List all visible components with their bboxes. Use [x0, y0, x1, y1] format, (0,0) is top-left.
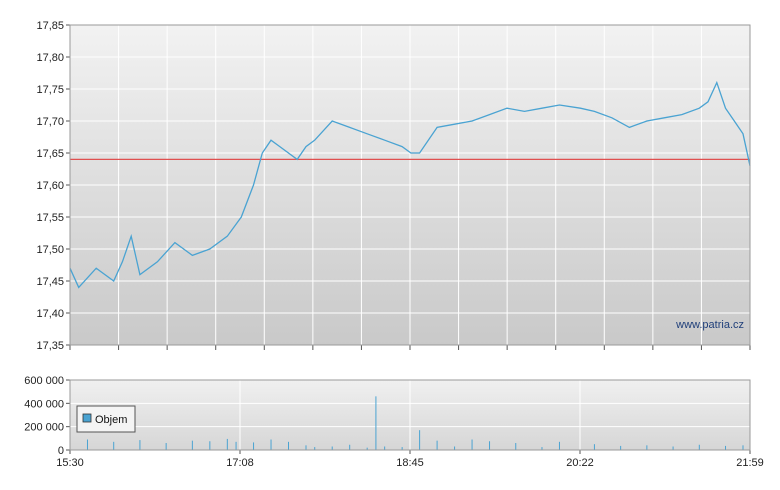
volume-x-tick-label: 20:22 [566, 457, 594, 469]
volume-x-tick-label: 15:30 [56, 457, 84, 469]
volume-y-tick-label: 0 [58, 445, 64, 457]
price-series-line [69, 80, 751, 289]
volume-x-tick-label: 17:08 [226, 457, 254, 469]
price-y-tick-label: 17,75 [36, 84, 64, 96]
price-x-ticks [69, 345, 751, 350]
watermark: www.patria.cz [675, 319, 744, 331]
price-y-tick-label: 17,50 [36, 244, 64, 256]
legend-swatch [82, 413, 92, 423]
volume-bars [86, 396, 744, 450]
price-y-tick-label: 17,40 [36, 308, 64, 320]
price-y-tick-label: 17,60 [36, 180, 64, 192]
volume-plot-border [69, 379, 751, 451]
price-y-tick-label: 17,55 [36, 212, 64, 224]
volume-x-tick-label: 21:59 [736, 457, 764, 469]
legend-label-objem: Objem [95, 414, 127, 426]
legend-box [76, 405, 136, 433]
volume-x-axis: 15:30 17:08 18:45 20:22 21:59 [56, 450, 764, 469]
price-y-tick-label: 17,70 [36, 116, 64, 128]
price-y-tick-label: 17,80 [36, 52, 64, 64]
volume-x-tick-label: 18:45 [396, 457, 424, 469]
price-y-tick-label: 17,35 [36, 340, 64, 352]
volume-y-axis: 0 200 000 400 000 600 000 [24, 375, 70, 457]
price-y-tick-label: 17,85 [36, 20, 64, 32]
price-plot-border [69, 24, 751, 346]
volume-legend: Objem [76, 405, 136, 433]
price-y-tick-label: 17,45 [36, 276, 64, 288]
price-y-tick-label: 17,65 [36, 148, 64, 160]
volume-y-tick-label: 600 000 [24, 375, 64, 387]
volume-y-tick-label: 200 000 [24, 422, 64, 434]
price-y-axis: 17,35 17,40 17,45 17,50 17,55 17,60 17,65 17,70… [36, 20, 70, 352]
volume-y-tick-label: 400 000 [24, 398, 64, 410]
